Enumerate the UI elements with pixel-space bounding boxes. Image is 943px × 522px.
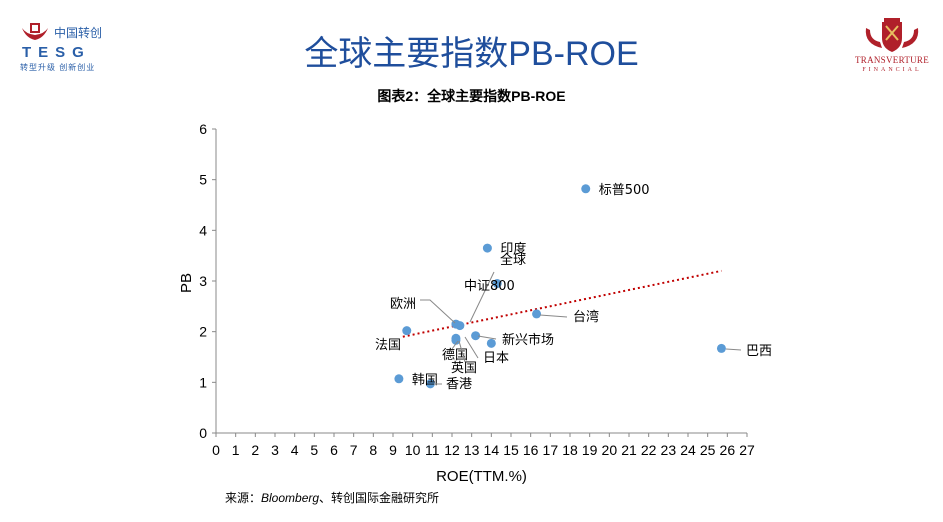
source-italic: Bloomberg xyxy=(261,491,320,505)
x-tick-label: 1 xyxy=(232,442,240,458)
y-tick-label: 2 xyxy=(199,324,207,340)
data-label: 欧洲 xyxy=(390,297,416,312)
x-tick-label: 20 xyxy=(602,442,618,458)
label-leader-line xyxy=(469,271,495,323)
x-tick-label: 7 xyxy=(350,442,358,458)
data-label: 巴西 xyxy=(746,344,772,359)
label-leader-line xyxy=(420,299,456,324)
tesg-logo: 中国转创 TESG 转型升级 创新创业 xyxy=(14,22,114,74)
data-point xyxy=(471,331,481,341)
source-note: 来源：Bloomberg、转创国际金融研究所 xyxy=(225,489,439,506)
data-point xyxy=(394,374,404,384)
y-axis-label: PB xyxy=(178,273,195,293)
logo-right-name: TRANSVERTURE xyxy=(854,55,930,65)
x-tick-label: 9 xyxy=(389,442,397,458)
data-label: 台湾 xyxy=(573,309,599,325)
x-tick-label: 4 xyxy=(291,442,299,458)
data-label: 德国 xyxy=(442,348,468,363)
data-point xyxy=(402,326,412,336)
x-tick-label: 14 xyxy=(484,442,500,458)
data-label: 韩国 xyxy=(412,373,438,388)
data-point xyxy=(486,338,496,348)
data-label: 香港 xyxy=(446,377,472,392)
data-point xyxy=(482,243,492,253)
data-label: 新兴市场 xyxy=(502,332,554,348)
data-point xyxy=(581,184,591,194)
data-label: 印度 xyxy=(500,241,526,257)
tesg-emblem-icon xyxy=(22,23,48,40)
logo-left-slogan: 转型升级 创新创业 xyxy=(20,63,96,72)
data-label: 标普500 xyxy=(599,183,650,198)
x-tick-label: 10 xyxy=(405,442,421,458)
data-label: 英国 xyxy=(451,361,477,376)
label-leader-line xyxy=(477,335,497,340)
x-tick-label: 3 xyxy=(271,442,279,458)
data-point xyxy=(425,379,435,389)
label-leader-line xyxy=(539,314,568,318)
y-tick-label: 5 xyxy=(199,172,207,188)
y-tick-label: 6 xyxy=(199,121,207,137)
y-tick-label: 4 xyxy=(199,222,207,238)
source-prefix: 来源： xyxy=(225,491,262,505)
transverture-logo: TRANSVERTURE FINANCIAL xyxy=(848,18,936,78)
x-tick-label: 5 xyxy=(310,442,318,458)
x-tick-label: 6 xyxy=(330,442,338,458)
x-tick-label: 22 xyxy=(641,442,657,458)
x-tick-label: 19 xyxy=(582,442,598,458)
y-tick-label: 0 xyxy=(199,425,207,441)
x-tick-label: 12 xyxy=(444,442,460,458)
x-tick-label: 2 xyxy=(251,442,259,458)
data-label: 日本 xyxy=(483,351,509,366)
logo-left-en: TESG xyxy=(22,44,91,61)
data-point xyxy=(716,343,726,353)
x-tick-label: 26 xyxy=(720,442,736,458)
data-point xyxy=(532,309,542,319)
label-leader-line xyxy=(464,336,479,359)
x-tick-label: 21 xyxy=(621,442,637,458)
transverture-crest-icon xyxy=(865,18,919,52)
x-tick-label: 17 xyxy=(543,442,559,458)
x-tick-label: 24 xyxy=(680,442,696,458)
label-leader-line xyxy=(451,340,459,350)
x-axis-label: ROE(TTM.%) xyxy=(436,468,527,485)
x-tick-label: 11 xyxy=(425,442,440,458)
x-tick-label: 18 xyxy=(562,442,578,458)
source-suffix: 、转创国际金融研究所 xyxy=(319,491,440,505)
x-tick-label: 25 xyxy=(700,442,716,458)
data-label: 全球 xyxy=(500,252,526,268)
page-title: 全球主要指数PB-ROE xyxy=(304,35,639,73)
data-point xyxy=(451,335,461,345)
y-tick-label: 1 xyxy=(199,374,207,390)
label-leader-line xyxy=(725,348,742,351)
x-tick-label: 23 xyxy=(661,442,677,458)
chart-title: 图表2：全球主要指数PB-ROE xyxy=(377,88,566,104)
logo-right-sub: FINANCIAL xyxy=(862,67,922,73)
x-tick-label: 13 xyxy=(464,442,480,458)
y-tick-label: 3 xyxy=(199,273,207,289)
x-tick-label: 0 xyxy=(212,442,220,458)
data-point xyxy=(492,279,502,289)
x-tick-label: 16 xyxy=(523,442,539,458)
x-tick-label: 27 xyxy=(739,442,755,458)
logo-left-cn: 中国转创 xyxy=(54,26,103,40)
x-tick-label: 8 xyxy=(369,442,377,458)
label-leader-line xyxy=(458,340,466,363)
x-tick-label: 15 xyxy=(503,442,519,458)
data-label: 法国 xyxy=(375,338,401,353)
trendline xyxy=(402,269,722,338)
data-label: 中证800 xyxy=(464,279,515,294)
